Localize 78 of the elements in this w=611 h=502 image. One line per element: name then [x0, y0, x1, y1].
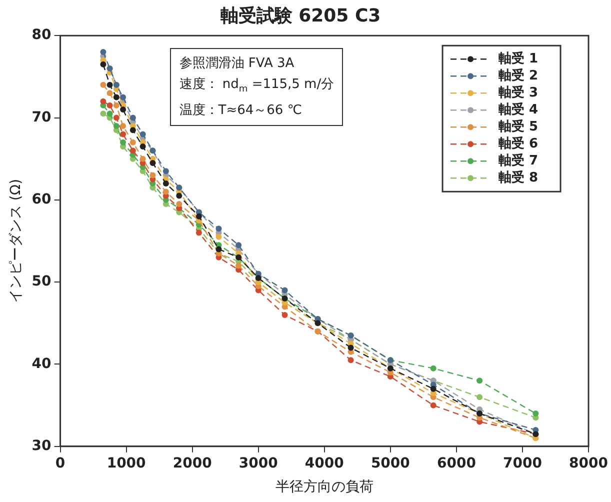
y-tick-label: 80	[32, 27, 52, 44]
point	[130, 148, 136, 154]
x-tick-label: 3000	[238, 455, 278, 472]
point	[106, 110, 113, 117]
legend-label: 軸受 5	[498, 118, 538, 134]
point	[282, 287, 288, 294]
point	[113, 122, 120, 129]
y-tick-label: 70	[32, 109, 52, 126]
point	[106, 90, 113, 96]
y-tick-label: 40	[32, 356, 52, 372]
point	[150, 160, 156, 166]
point	[162, 188, 169, 195]
point	[176, 201, 182, 208]
point	[196, 230, 202, 236]
legend-label: 軸受 2	[498, 67, 538, 84]
point	[430, 365, 436, 372]
point	[106, 82, 113, 88]
legend-label: 軸受 6	[498, 135, 538, 152]
legend-label: 軸受 1	[498, 50, 538, 66]
point	[130, 114, 136, 121]
point	[430, 402, 436, 408]
point	[476, 378, 483, 384]
point	[106, 102, 113, 108]
point	[348, 344, 354, 351]
point	[140, 156, 146, 162]
y-axis-title: インピーダンス (Ω)	[8, 178, 24, 304]
point	[176, 192, 182, 199]
point	[100, 82, 106, 88]
y-tick-label: 30	[32, 438, 52, 454]
point	[348, 357, 354, 364]
x-tick-label: 4000	[304, 455, 344, 472]
point	[196, 213, 202, 220]
point	[216, 226, 222, 232]
x-tick-label: 2000	[172, 455, 212, 472]
x-axis-title: 半径方向の負荷	[275, 479, 374, 496]
annotation: 参照潤滑油 FVA 3A	[179, 56, 294, 71]
x-tick-label: 0	[55, 455, 66, 472]
point	[120, 94, 126, 100]
y-tick-label: 50	[32, 274, 52, 290]
point	[113, 114, 120, 121]
point	[150, 172, 156, 178]
x-tick-label: 8000	[569, 455, 608, 472]
legend-label: 軸受 7	[498, 152, 538, 168]
point	[216, 234, 222, 240]
point	[430, 386, 436, 392]
x-tick-label: 5000	[370, 455, 410, 472]
point	[282, 312, 288, 318]
point	[532, 410, 539, 417]
point	[140, 144, 146, 150]
point	[216, 246, 222, 252]
point	[120, 139, 126, 146]
legend-label: 軸受 8	[498, 169, 538, 186]
point	[120, 131, 126, 138]
point	[100, 98, 106, 104]
point	[236, 242, 242, 248]
point	[140, 131, 146, 138]
point	[120, 122, 126, 129]
point	[113, 102, 120, 108]
x-tick-label: 1000	[106, 455, 146, 472]
point	[100, 61, 106, 68]
point	[236, 262, 242, 269]
x-tick-label: 7000	[503, 455, 542, 472]
point	[130, 139, 136, 146]
point	[100, 49, 106, 56]
point	[100, 110, 106, 117]
point	[162, 180, 169, 186]
legend-label: 軸受 4	[498, 101, 538, 118]
x-tick-label: 6000	[436, 455, 476, 472]
legend-label: 軸受 3	[498, 84, 538, 100]
point	[476, 394, 483, 400]
point	[120, 106, 126, 113]
chart-title: 軸受試験 6205 C3	[220, 5, 381, 26]
annotation: 速度： nd$_{m}$ =115,5 m/分	[179, 76, 334, 94]
point	[130, 127, 136, 134]
y-tick-label: 60	[32, 192, 52, 208]
point	[113, 94, 120, 100]
point	[162, 168, 169, 174]
annotation: 温度：T≈64～66 ℃	[179, 103, 302, 118]
